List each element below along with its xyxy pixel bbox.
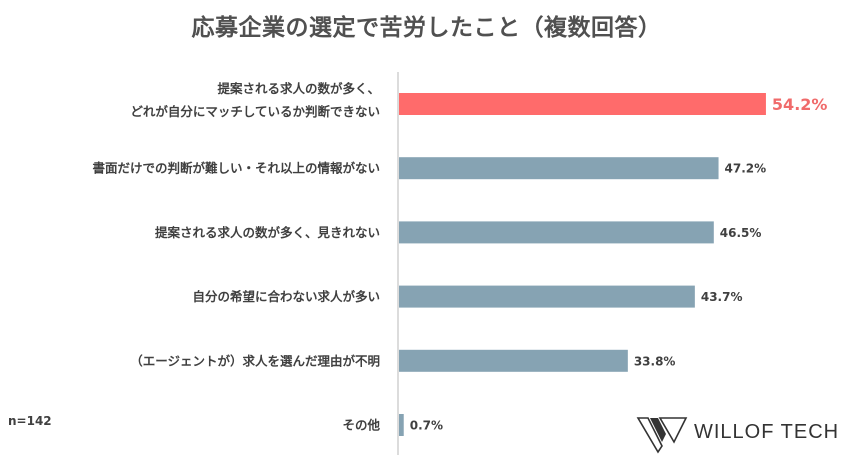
value-label-2: 46.5% (720, 226, 762, 240)
category-label-4-0: （エージェントが）求人を選んだ理由が不明 (130, 353, 380, 368)
category-label-0-1: どれが自分にマッチしているか判断できない (130, 104, 380, 119)
bar-2 (399, 221, 714, 244)
willof-logo-icon (636, 417, 688, 454)
value-label-4: 33.8% (634, 354, 676, 368)
willof-tech-logo: WILLOF TECH (636, 412, 851, 454)
value-label-3: 43.7% (701, 290, 743, 304)
logo-text: WILLOF TECH (694, 421, 840, 443)
category-label-2-0: 提案される求人の数が多く、見きれない (155, 225, 380, 240)
value-label-1: 47.2% (725, 162, 767, 176)
category-label-1-0: 書面だけでの判断が難しい・それ以上の情報がない (92, 161, 380, 176)
bar-3 (399, 285, 695, 308)
value-label-0: 54.2% (772, 95, 828, 114)
category-label-3-0: 自分の希望に合わない求人が多い (192, 289, 380, 304)
category-label-0-0: 提案される求人の数が多く、 (217, 81, 380, 96)
bar-5 (399, 414, 404, 436)
bars-group: 54.2% 提案される求人の数が多く、どれが自分にマッチしているか判断できない 47… (92, 81, 827, 436)
chart-title: 応募企業の選定で苦労したこと（複数回答） (191, 15, 662, 41)
bar-1 (399, 157, 719, 180)
bar-4 (399, 349, 628, 372)
category-label-5-0: その他 (342, 418, 380, 433)
value-label-5: 0.7% (410, 419, 443, 433)
bar-0 (399, 93, 766, 115)
sample-size-note: n=142 (8, 414, 52, 428)
